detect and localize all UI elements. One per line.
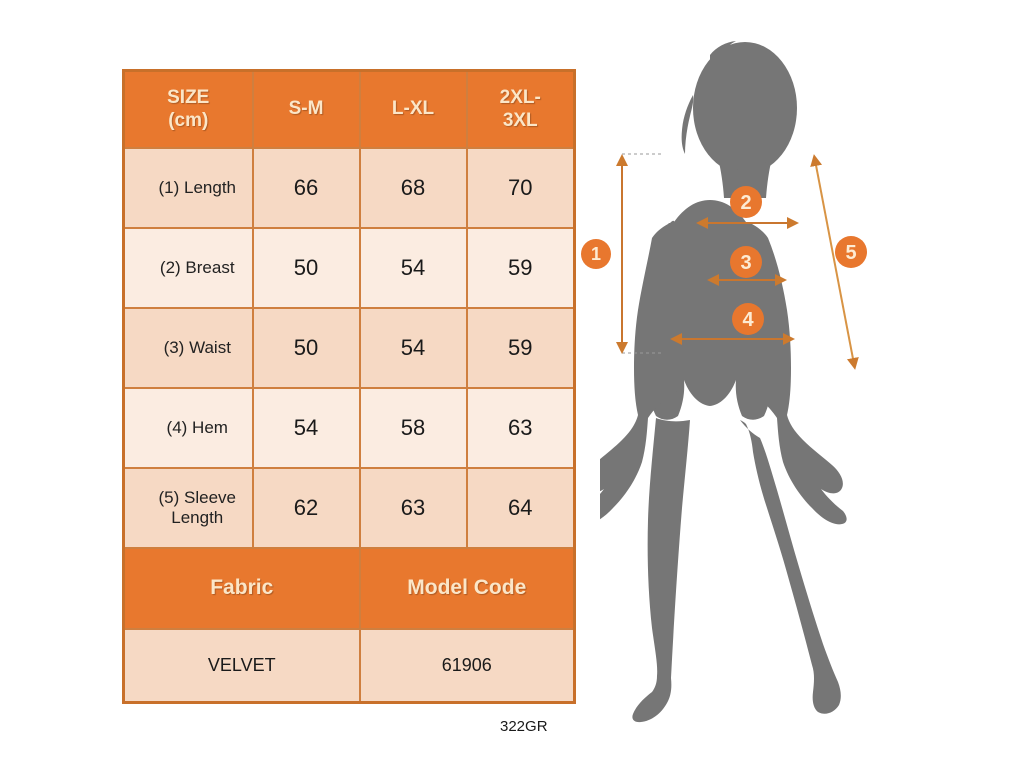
svg-text:2: 2: [740, 192, 751, 214]
svg-text:5: 5: [845, 242, 856, 264]
svg-text:4: 4: [742, 309, 754, 331]
svg-text:3: 3: [740, 252, 751, 274]
svg-text:1: 1: [591, 244, 601, 264]
